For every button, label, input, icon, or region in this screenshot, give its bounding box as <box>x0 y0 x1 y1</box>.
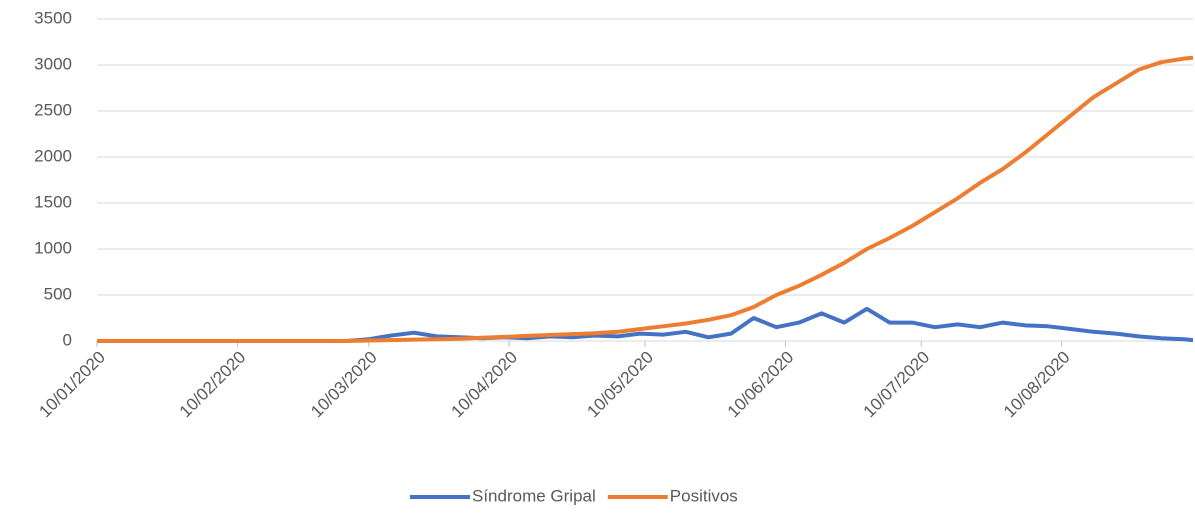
y-tick-label: 1000 <box>34 238 72 257</box>
y-tick-label: 3500 <box>34 8 72 27</box>
x-tick-label: 10/05/2020 <box>583 348 657 422</box>
y-tick-label: 2000 <box>34 146 72 165</box>
x-tick-label: 10/02/2020 <box>176 348 250 422</box>
x-tick-label: 10/06/2020 <box>724 348 798 422</box>
y-tick-label: 0 <box>63 330 72 349</box>
x-tick-label: 10/07/2020 <box>860 348 934 422</box>
series-line <box>97 306 1194 343</box>
series-line <box>97 55 1194 343</box>
legend-label: Síndrome Gripal <box>472 486 596 505</box>
x-tick-label: 10/03/2020 <box>307 348 381 422</box>
x-tick-label: 10/01/2020 <box>35 348 109 422</box>
x-tick-label: 10/08/2020 <box>1000 348 1074 422</box>
y-tick-label: 3000 <box>34 54 72 73</box>
y-tick-label: 500 <box>44 284 72 303</box>
legend-label: Positivos <box>670 486 738 505</box>
x-tick-label: 10/04/2020 <box>448 348 522 422</box>
y-tick-label: 1500 <box>34 192 72 211</box>
y-tick-label: 2500 <box>34 100 72 119</box>
